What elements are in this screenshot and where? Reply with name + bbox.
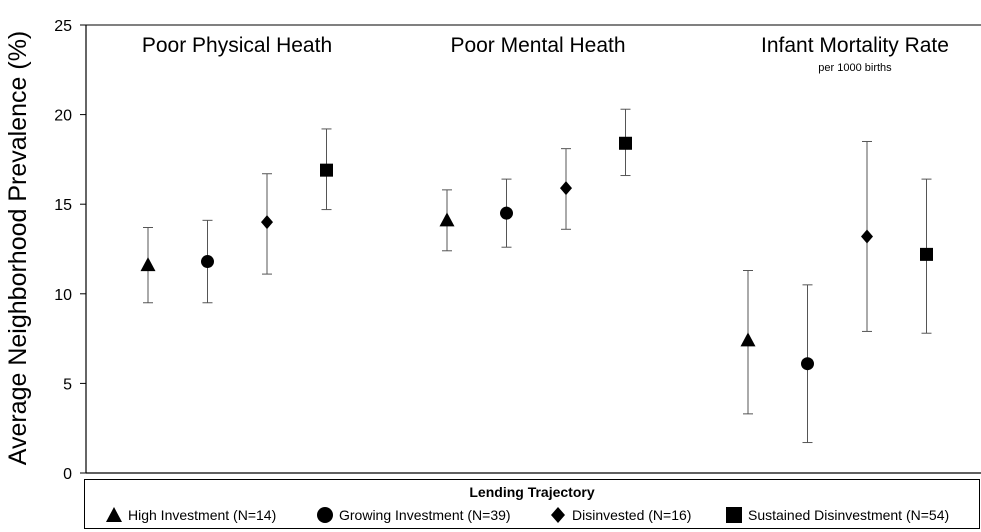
axes: 0 5 10 15 20 25: [54, 18, 981, 483]
error-bars: [143, 108, 932, 444]
data-point-circle: [801, 357, 814, 371]
group-subtitle: per 1000 births: [818, 62, 892, 74]
data-point-circle: [201, 255, 214, 269]
data-point-square: [619, 136, 632, 150]
data-points: [140, 136, 933, 371]
data-point-square: [320, 163, 333, 177]
group-title: Poor Physical Heath: [142, 34, 332, 57]
data-point-diamond: [261, 215, 273, 230]
y-tick-label: 5: [63, 376, 72, 393]
legend-item-disinvested: Disinvested (N=16): [549, 506, 691, 524]
triangle-marker-icon: [106, 507, 122, 522]
legend-label: Growing Investment (N=39): [339, 507, 511, 523]
group-titles: Poor Physical Heath Poor Mental Heath Infa…: [142, 34, 949, 74]
legend-item-high-investment: High Investment (N=14): [105, 506, 276, 524]
legend-label: High Investment (N=14): [128, 507, 277, 523]
data-point-circle: [500, 206, 513, 220]
circle-marker-icon: [317, 507, 333, 523]
y-axis-label: Average Neighborhood Prevalence (%): [4, 31, 32, 466]
group-title: Infant Mortality Rate: [761, 34, 949, 57]
legend-label: Disinvested (N=16): [572, 507, 692, 523]
group-title: Poor Mental Heath: [450, 34, 625, 57]
legend-item-growing-investment: Growing Investment (N=39): [316, 506, 511, 524]
y-tick-label: 15: [54, 197, 72, 214]
y-tick-label: 10: [54, 287, 72, 304]
y-tick-label: 20: [54, 108, 72, 125]
data-point-diamond: [560, 181, 572, 196]
legend-title: Lending Trajectory: [469, 484, 595, 500]
y-tick-label: 0: [63, 466, 72, 483]
data-point-diamond: [861, 229, 873, 244]
data-point-triangle: [740, 332, 756, 347]
legend: Lending Trajectory High Investment (N=14…: [84, 479, 980, 529]
legend-label: Sustained Disinvestment (N=54): [748, 507, 950, 523]
y-tick-label: 25: [54, 18, 72, 35]
data-point-triangle: [140, 257, 156, 272]
legend-item-sustained-disinvestment: Sustained Disinvestment (N=54): [725, 506, 949, 524]
data-point-triangle: [439, 212, 455, 227]
data-point-square: [920, 247, 933, 261]
square-marker-icon: [726, 507, 742, 523]
diamond-marker-icon: [551, 507, 565, 523]
